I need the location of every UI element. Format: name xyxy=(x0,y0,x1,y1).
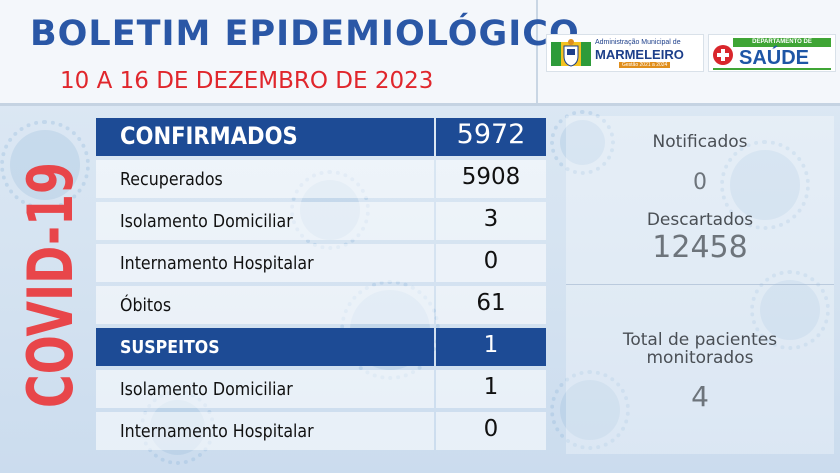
saude-word: SAÚDE xyxy=(739,47,810,69)
table-row: Internamento Hospitalar 0 xyxy=(96,244,546,282)
row-label: Internamento Hospitalar xyxy=(120,253,314,274)
header-bottom-line xyxy=(0,103,840,106)
municipal-logo: Administração Municipal de MARMELEIRO Ge… xyxy=(546,34,704,72)
municipal-crest-icon xyxy=(551,39,591,67)
table-row: Recuperados 5908 xyxy=(96,160,546,198)
virus-decoration xyxy=(550,370,630,450)
descartados-value: 12458 xyxy=(652,230,748,265)
confirmados-value: 5972 xyxy=(456,119,526,150)
panel-separator xyxy=(566,284,834,285)
saude-underline xyxy=(713,68,831,70)
municipal-line1: Administração Municipal de xyxy=(595,39,681,46)
table-row: Internamento Hospitalar 0 xyxy=(96,412,546,450)
saude-department-label: DEPARTAMENTO DE xyxy=(733,38,831,47)
monitorados-label-line2: monitorados xyxy=(646,348,754,368)
row-label: Recuperados xyxy=(120,169,223,190)
notificados-label: Notificados xyxy=(652,132,748,152)
row-label: Internamento Hospitalar xyxy=(120,421,314,442)
virus-decoration xyxy=(750,270,830,350)
virus-decoration xyxy=(0,120,90,210)
descartados-label: Descartados xyxy=(646,210,754,230)
confirmados-row: CONFIRMADOS 5972 xyxy=(96,118,546,156)
table-row: Isolamento Domiciliar 3 xyxy=(96,202,546,240)
table-row: Óbitos 61 xyxy=(96,286,546,324)
row-label: Óbitos xyxy=(120,295,172,316)
monitorados-value: 4 xyxy=(691,380,709,413)
row-label: Isolamento Domiciliar xyxy=(120,379,293,400)
confirmados-label: CONFIRMADOS xyxy=(120,122,298,150)
notificados-value: 0 xyxy=(693,170,707,195)
row-value: 1 xyxy=(483,374,499,400)
header-divider xyxy=(536,0,538,105)
suspeitos-row: SUSPEITOS 1 xyxy=(96,328,546,366)
municipal-term: Gestão 2021 a 2024 xyxy=(619,62,671,68)
red-cross-icon xyxy=(713,45,733,65)
row-label: Isolamento Domiciliar xyxy=(120,211,293,232)
monitorados-label-line1: Total de pacientes xyxy=(622,330,778,350)
suspeitos-value: 1 xyxy=(483,332,499,358)
saude-logo: DEPARTAMENTO DE SAÚDE xyxy=(708,34,836,72)
row-value: 3 xyxy=(483,206,499,232)
covid-side-text: COVID-19 xyxy=(14,162,86,408)
summary-panel xyxy=(566,116,834,454)
virus-decoration xyxy=(550,110,615,175)
row-value: 0 xyxy=(483,416,499,442)
suspeitos-label: SUSPEITOS xyxy=(120,337,220,358)
page-title: BOLETIM EPIDEMIOLÓGICO xyxy=(30,14,580,54)
municipal-name: MARMELEIRO xyxy=(595,47,684,62)
row-value: 0 xyxy=(483,248,499,274)
row-value: 61 xyxy=(476,290,506,316)
covid-side-label: COVID-19 xyxy=(14,162,86,408)
date-range: 10 A 16 DE DEZEMBRO DE 2023 xyxy=(60,68,434,94)
virus-decoration xyxy=(720,140,810,230)
table-row: Isolamento Domiciliar 1 xyxy=(96,370,546,408)
row-value: 5908 xyxy=(461,164,521,190)
